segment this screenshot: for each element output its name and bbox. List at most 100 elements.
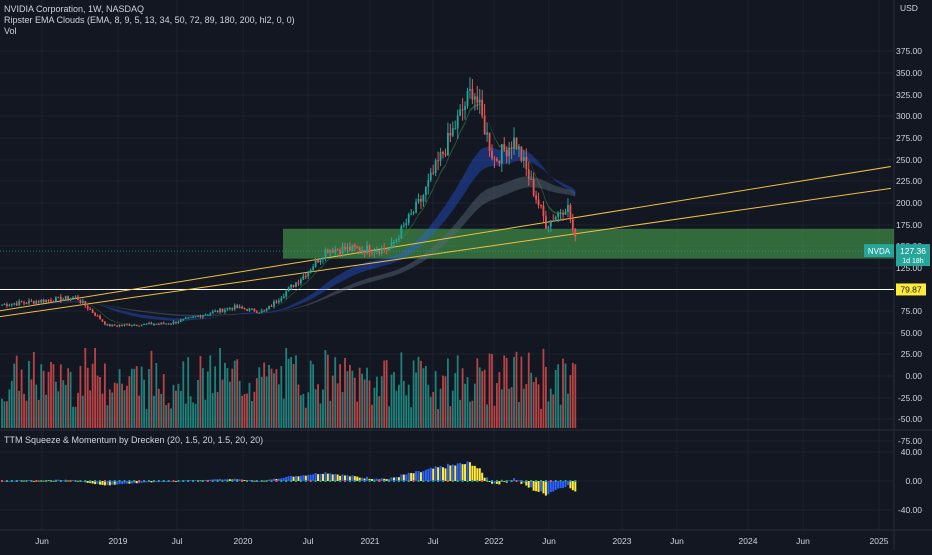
time-tick-label: Jul — [303, 536, 314, 546]
squeeze-dot — [466, 480, 469, 482]
candle — [84, 301, 87, 306]
candle — [373, 251, 376, 254]
squeeze-dot — [500, 480, 503, 482]
time-tick-label: Jun — [542, 536, 556, 546]
momentum-bar — [165, 481, 168, 482]
momentum-bar — [160, 481, 163, 482]
candle — [449, 132, 452, 136]
volume-bar — [231, 368, 234, 428]
candle — [447, 132, 449, 156]
volume-bar — [518, 402, 520, 428]
squeeze-legend[interactable]: TTM Squeeze & Momentum by Drecken (20, 1… — [4, 435, 264, 445]
squeeze-dot — [206, 480, 209, 482]
ema-clouds-legend[interactable]: Ripster EMA Clouds (EMA, 8, 9, 5, 13, 34… — [4, 15, 295, 25]
time-tick-label: 2025 — [870, 536, 889, 546]
volume-bar — [45, 394, 47, 428]
time-tick-label: 2019 — [109, 536, 128, 546]
time-axis: Jun 2019 Jul 2020 Jul 2021 Jul 2022 Jun 2023 Jun 20… — [35, 536, 889, 546]
candle — [243, 308, 246, 310]
momentum-bar — [522, 481, 525, 483]
volume-bar — [525, 384, 528, 428]
momentum-bar — [319, 473, 322, 481]
volume-bar — [324, 350, 327, 428]
volume-bar — [378, 396, 381, 428]
volume-bar — [532, 381, 535, 428]
candle — [331, 249, 334, 253]
candle — [167, 323, 170, 325]
momentum-bar — [442, 467, 444, 481]
candle — [371, 252, 373, 254]
candle — [248, 308, 251, 311]
momentum-bar — [287, 476, 290, 481]
momentum-bar — [530, 481, 533, 488]
candle — [287, 287, 290, 292]
candle — [209, 313, 212, 315]
candle — [108, 324, 111, 327]
trendline-1 — [0, 166, 891, 312]
candle — [424, 186, 427, 196]
candle — [456, 115, 459, 129]
momentum-bar — [410, 473, 413, 481]
volume-bar — [216, 391, 219, 428]
squeeze-dot — [569, 480, 572, 482]
candle — [25, 302, 28, 304]
momentum-bar — [459, 462, 462, 481]
price-labels: NVDA 127.36 1d 18h 79.87 — [864, 244, 930, 296]
volume-bar — [253, 391, 256, 428]
momentum-bar — [314, 473, 317, 481]
momentum-bar — [461, 464, 464, 481]
candle — [160, 322, 163, 324]
candle — [439, 152, 442, 161]
candle — [143, 323, 145, 325]
candle — [10, 303, 13, 306]
squeeze-dot — [45, 480, 48, 482]
squeeze-dot — [564, 480, 567, 482]
momentum-bar — [574, 481, 577, 492]
momentum-bar — [405, 474, 408, 481]
volume-bar — [133, 368, 136, 428]
volume-bar — [106, 405, 109, 428]
candle — [231, 308, 234, 310]
volume-bar — [226, 368, 229, 428]
time-tick-label: Jul — [172, 536, 183, 546]
volume-bar — [535, 377, 537, 428]
momentum-bar — [508, 480, 511, 482]
candle — [94, 312, 96, 316]
volume-bar — [143, 379, 145, 428]
volume-bar — [135, 366, 138, 428]
momentum-bar — [309, 474, 312, 481]
volume-bar — [28, 360, 30, 428]
candle — [182, 318, 185, 320]
candle — [116, 325, 119, 327]
squeeze-dot — [397, 480, 400, 482]
volume-bar — [466, 377, 469, 428]
last-price-label: 127.36 — [900, 246, 926, 256]
momentum-bar — [321, 473, 324, 481]
momentum-bar — [32, 480, 35, 482]
momentum-bar — [571, 481, 574, 491]
time-tick-label: Jun — [35, 536, 49, 546]
volume-bar — [13, 363, 16, 428]
momentum-bar — [363, 478, 366, 481]
momentum-bar — [214, 479, 217, 481]
candle — [317, 259, 319, 263]
squeeze-dot — [138, 480, 141, 482]
momentum-bar — [130, 481, 133, 484]
momentum-bar — [535, 481, 538, 492]
momentum-bar — [434, 466, 437, 481]
candle — [6, 304, 8, 306]
momentum-bar — [62, 480, 65, 482]
volume-legend[interactable]: Vol — [4, 26, 17, 36]
price-tick-label: 0.00 — [905, 371, 922, 381]
price-tick-label: 175.00 — [896, 220, 922, 230]
candle — [442, 152, 444, 154]
momentum-bar — [295, 475, 297, 481]
momentum-bar — [223, 479, 226, 481]
candle — [307, 271, 310, 277]
candle — [522, 157, 525, 161]
volume-bar — [442, 375, 444, 428]
chart-title[interactable]: NVIDIA Corporation, 1W, NASDAQ — [4, 4, 145, 14]
candle — [292, 284, 295, 287]
